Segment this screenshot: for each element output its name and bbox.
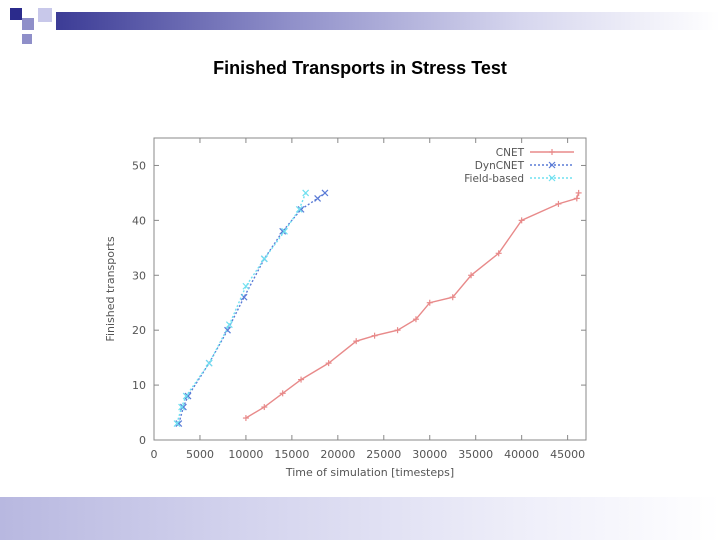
data-point-cnet [468, 272, 475, 279]
footer-gradient-bar [0, 497, 720, 540]
data-point-cnet [371, 332, 378, 339]
x-tick-label: 5000 [186, 448, 214, 461]
y-tick-label: 40 [132, 214, 146, 227]
series-layer [173, 189, 582, 427]
legend-label: Field-based [464, 173, 524, 185]
data-point-field-based [182, 392, 190, 400]
deco-square-4 [22, 34, 32, 44]
chart-panel: 0 5000 10000 15000 20000 25000 30000 35000 40000… [48, 110, 654, 496]
x-tick-label: 15000 [274, 448, 309, 461]
x-axis-label: Time of simulation [timesteps] [285, 466, 454, 479]
data-point-field-based [242, 282, 250, 290]
data-point-dyncnet [321, 189, 329, 197]
legend-label: CNET [496, 147, 525, 159]
data-point-dyncnet [279, 227, 287, 235]
data-point-cnet [353, 338, 360, 345]
data-point-cnet [518, 217, 525, 224]
data-point-cnet [575, 189, 582, 196]
data-point-dyncnet [314, 194, 322, 202]
legend-marker [548, 161, 556, 169]
y-tick-label: 10 [132, 379, 146, 392]
series-line-dyncnet [178, 192, 326, 424]
data-point-field-based [178, 403, 185, 411]
data-point-cnet [242, 415, 249, 422]
legend-item-field-based: Field-based [464, 173, 574, 185]
deco-square-1 [10, 8, 22, 20]
legend-label: DynCNET [475, 160, 525, 172]
data-point-field-based [281, 227, 288, 235]
series-cnet [242, 189, 582, 422]
ticks-layer: 0 5000 10000 15000 20000 25000 30000 35000 40000… [132, 138, 586, 461]
x-tick-label: 10000 [228, 448, 263, 461]
data-point-field-based [225, 321, 233, 329]
legend-item-cnet: CNET [496, 147, 574, 159]
data-point-field-based [173, 420, 181, 427]
deco-square-3 [38, 8, 52, 22]
y-tick-label: 50 [132, 159, 146, 172]
deco-square-2 [22, 18, 34, 30]
series-line-field-based [176, 192, 307, 424]
data-point-cnet [495, 250, 502, 257]
x-tick-label: 25000 [366, 448, 401, 461]
data-point-cnet [261, 404, 268, 411]
x-tick-label: 30000 [412, 448, 447, 461]
legend-item-dyncnet: DynCNET [475, 160, 574, 172]
data-point-cnet [573, 195, 580, 202]
data-point-dyncnet [179, 403, 187, 411]
legend-marker [549, 149, 555, 155]
y-tick-label: 0 [139, 434, 146, 447]
data-point-dyncnet [184, 392, 192, 400]
legend-marker [548, 174, 556, 182]
data-point-cnet [426, 299, 433, 306]
data-point-cnet [412, 316, 419, 323]
y-tick-label: 30 [132, 269, 146, 282]
data-point-cnet [279, 390, 286, 397]
header-gradient-bar [56, 12, 720, 30]
data-point-cnet [394, 327, 401, 334]
series-field-based [173, 189, 310, 427]
x-tick-label: 0 [151, 448, 158, 461]
x-tick-label: 35000 [458, 448, 493, 461]
data-point-dyncnet [297, 205, 305, 213]
x-tick-label: 20000 [320, 448, 355, 461]
series-dyncnet [175, 189, 329, 427]
y-tick-label: 20 [132, 324, 146, 337]
data-point-field-based [205, 359, 213, 367]
data-point-field-based [260, 255, 268, 263]
plot-frame [153, 137, 587, 441]
y-axis-label: Finished transports [104, 236, 117, 341]
x-tick-label: 45000 [550, 448, 585, 461]
data-point-cnet [325, 360, 332, 367]
data-point-cnet [449, 294, 456, 301]
data-point-field-based [302, 189, 310, 197]
x-tick-label: 40000 [504, 448, 539, 461]
data-point-cnet [298, 376, 305, 383]
slide-title: Finished Transports in Stress Test [213, 58, 507, 78]
data-point-field-based [295, 205, 303, 213]
line-chart: 0 5000 10000 15000 20000 25000 30000 35000 40000… [104, 137, 587, 479]
series-line-cnet [245, 192, 580, 419]
data-point-cnet [555, 200, 562, 207]
